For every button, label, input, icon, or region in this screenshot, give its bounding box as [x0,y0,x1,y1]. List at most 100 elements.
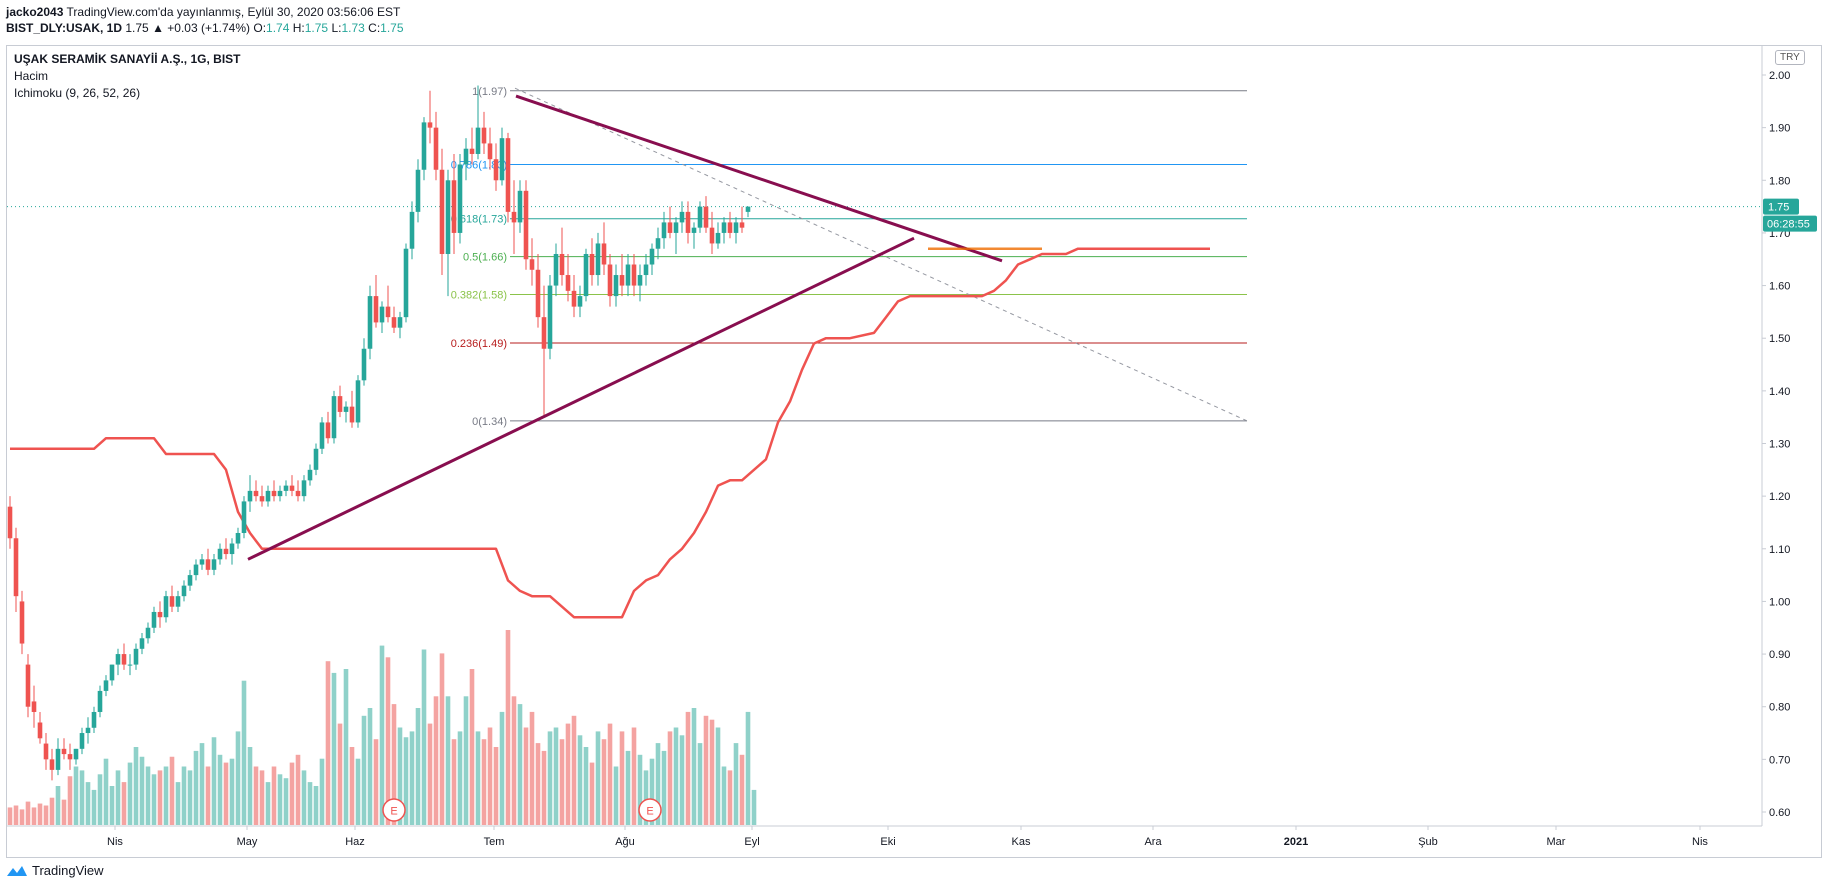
footer-brand[interactable]: TradingView [32,863,104,878]
candle [511,180,517,254]
legend-title[interactable]: UŞAK SERAMİK SANAYİİ A.Ş., 1G, BIST [14,52,241,66]
countdown-badge: 06:28:55 [1763,215,1817,232]
author-name[interactable]: jacko2043 [6,5,64,19]
volume-bar [49,797,55,825]
y-tick-label: 1.90 [1769,123,1790,135]
volume-bar [133,747,139,825]
candle-body [289,485,295,491]
candle-body [361,348,367,381]
volume-bar [109,786,115,825]
candle-body [175,596,181,607]
volume-bar [685,711,691,825]
candle-body [115,654,121,665]
candle-body [475,127,481,154]
candle [373,275,379,328]
volume-bar [667,731,673,825]
candle [295,480,301,502]
candle [607,253,613,307]
volume-bar [163,766,169,825]
candle [535,253,541,328]
candle-body [409,211,415,249]
candle [541,285,547,418]
chart-frame[interactable] [6,45,1822,858]
candle [745,206,751,218]
candle-body [91,711,97,728]
candle-body [595,243,601,276]
x-tick-label: Eki [880,836,895,848]
candle-body [565,275,571,291]
last-price-badge-text: 1.75 [1768,202,1789,214]
volume-bar [301,770,307,825]
candle [73,748,79,765]
candle-body [697,206,703,228]
volume-bar [535,743,541,825]
candle-body [277,490,283,497]
candle [193,559,199,581]
candle-body [61,748,67,755]
y-tick-label: 1.40 [1769,386,1790,398]
volume-bar [601,739,607,825]
volume-bar [559,739,565,825]
candle-body [619,275,625,286]
legend-volume[interactable]: Hacim [14,69,49,83]
candle [109,664,115,686]
candle [31,685,37,728]
candle-body [709,227,715,244]
candle [175,590,181,612]
y-tick-label: 1.60 [1769,281,1790,293]
currency-badge[interactable]: TRY [1775,50,1805,65]
candle-body [577,296,583,307]
candle-body [205,559,211,570]
candle [319,417,325,455]
candle [37,711,43,744]
candle-body [79,733,85,749]
candle-body [445,180,451,254]
candle [343,401,349,423]
volume-bar [673,727,679,825]
candle [163,590,169,623]
candle [415,159,421,223]
candle-body [373,296,379,323]
volume-bar [79,770,85,825]
candle [553,243,559,297]
symbol-name[interactable]: BIST_DLY:USAK, 1D [6,21,123,35]
close-label: C: [368,21,381,35]
candle [583,248,589,302]
candle-body [535,269,541,318]
volume-bar [637,754,643,825]
x-tick-label: Nis [107,836,123,848]
candle-body [601,243,607,265]
y-tick-label: 1.10 [1769,544,1790,556]
volume-bar [391,704,397,825]
volume-bar [355,758,361,825]
candle-body [493,159,499,181]
volume-bar [517,704,523,825]
volume-bar [691,708,697,825]
candle-body [673,222,679,233]
candle-body [271,490,277,497]
volume-bar [403,737,409,825]
fib-level-label: 0.236(1.49) [451,338,507,350]
volume-bar [481,739,487,825]
x-tick-label: Kas [1012,836,1031,848]
y-tick-label: 1.50 [1769,333,1790,345]
candle-body [487,143,493,160]
volume-bar [445,696,451,825]
candle [709,211,715,254]
candle [445,169,451,297]
candle-body [739,222,745,228]
candle-body [571,290,577,307]
volume-bar [283,778,289,825]
volume-bar [67,776,73,825]
candle [589,238,595,286]
volume-bar [73,766,79,825]
candle-body [517,190,523,223]
ascending-trendline [247,236,915,561]
volume-bar [715,727,721,825]
candle [283,480,289,497]
candle-body [547,285,553,349]
volume-bar [499,711,505,825]
legend-ichimoku[interactable]: Ichimoku (9, 26, 52, 26) [14,86,141,100]
candle [139,633,145,655]
